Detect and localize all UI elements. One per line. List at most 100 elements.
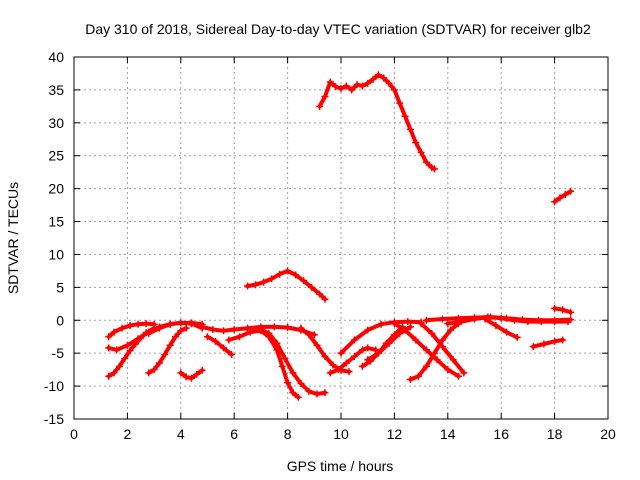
data-point bbox=[345, 368, 353, 376]
data-point bbox=[404, 318, 412, 326]
data-point bbox=[281, 354, 289, 362]
series-trace bbox=[205, 334, 234, 357]
data-point bbox=[182, 324, 190, 332]
x-tick-label: 14 bbox=[440, 426, 456, 442]
data-point bbox=[220, 327, 228, 335]
data-point bbox=[396, 329, 404, 337]
axis-ticks: 0 2 4 6 8 10 12 14 16 18 20 -15 -10 -5 0 5 10 15 20 25 30 35 4… bbox=[44, 49, 616, 442]
y-tick-label: -10 bbox=[44, 378, 64, 394]
data-point bbox=[177, 319, 185, 327]
data-point bbox=[166, 320, 174, 328]
data-point bbox=[297, 379, 305, 387]
y-tick-label: 0 bbox=[56, 312, 64, 328]
data-point bbox=[449, 356, 457, 364]
data-point bbox=[260, 278, 268, 286]
data-point bbox=[308, 283, 316, 291]
grid bbox=[74, 57, 608, 419]
data-point bbox=[332, 83, 340, 91]
data-point bbox=[316, 290, 324, 298]
data-point bbox=[289, 389, 297, 397]
data-point bbox=[364, 79, 372, 87]
data-point bbox=[417, 320, 425, 328]
data-point bbox=[567, 187, 575, 195]
data-point bbox=[406, 125, 414, 133]
data-point bbox=[561, 191, 569, 199]
data-point bbox=[503, 314, 511, 322]
data-point bbox=[121, 354, 129, 362]
series-trace bbox=[483, 317, 520, 340]
data-point bbox=[321, 92, 329, 100]
data-point bbox=[401, 112, 409, 120]
data-point bbox=[334, 366, 342, 374]
series-trace bbox=[226, 328, 301, 400]
x-tick-label: 6 bbox=[230, 426, 238, 442]
data-point bbox=[115, 362, 123, 370]
series-track-12 bbox=[225, 327, 302, 401]
data-point bbox=[284, 267, 292, 275]
data-point bbox=[228, 350, 236, 358]
data-point bbox=[321, 352, 329, 360]
data-point bbox=[123, 341, 131, 349]
data-point bbox=[236, 333, 244, 341]
data-point bbox=[422, 158, 430, 166]
series-track-20 bbox=[390, 320, 462, 380]
x-tick-label: 20 bbox=[600, 426, 616, 442]
data-series bbox=[105, 71, 575, 401]
x-tick-label: 0 bbox=[70, 426, 78, 442]
data-point bbox=[284, 324, 292, 332]
data-point bbox=[329, 361, 337, 369]
data-point bbox=[337, 85, 345, 93]
data-point bbox=[377, 320, 385, 328]
data-point bbox=[454, 372, 462, 380]
data-point bbox=[513, 333, 521, 341]
y-tick-label: 20 bbox=[48, 181, 64, 197]
data-point bbox=[326, 78, 334, 86]
y-tick-label: 5 bbox=[56, 279, 64, 295]
data-point bbox=[364, 344, 372, 352]
data-point bbox=[313, 341, 321, 349]
data-point bbox=[529, 343, 537, 351]
data-point bbox=[321, 389, 329, 397]
data-point bbox=[155, 324, 163, 332]
data-point bbox=[396, 99, 404, 107]
data-point bbox=[142, 320, 150, 328]
series-trace bbox=[552, 189, 573, 204]
data-point bbox=[438, 315, 446, 323]
data-point bbox=[406, 376, 414, 384]
data-point bbox=[105, 333, 113, 341]
data-point bbox=[556, 194, 564, 202]
data-point bbox=[289, 369, 297, 377]
data-point bbox=[212, 337, 220, 345]
data-point bbox=[150, 366, 158, 374]
data-point bbox=[503, 328, 511, 336]
y-tick-label: 15 bbox=[48, 214, 64, 230]
data-point bbox=[244, 282, 252, 290]
data-point bbox=[126, 322, 134, 330]
data-point bbox=[559, 336, 567, 344]
data-point bbox=[198, 366, 206, 374]
data-point bbox=[446, 326, 454, 334]
data-point bbox=[350, 352, 358, 360]
data-point bbox=[292, 271, 300, 279]
data-point bbox=[412, 336, 420, 344]
data-point bbox=[110, 369, 118, 377]
data-point bbox=[374, 71, 382, 79]
series-trace bbox=[146, 326, 189, 375]
series-track-25 bbox=[529, 336, 567, 351]
series-track-11 bbox=[204, 333, 236, 358]
data-point bbox=[559, 306, 567, 314]
data-point bbox=[364, 356, 372, 364]
x-tick-label: 8 bbox=[284, 426, 292, 442]
data-point bbox=[273, 339, 281, 347]
data-point bbox=[155, 359, 163, 367]
data-point bbox=[257, 325, 265, 333]
series-track-8 bbox=[177, 366, 206, 382]
data-point bbox=[385, 79, 393, 87]
data-point bbox=[438, 343, 446, 351]
data-point bbox=[519, 316, 527, 324]
data-point bbox=[321, 295, 329, 303]
data-point bbox=[118, 324, 126, 332]
data-point bbox=[300, 277, 308, 285]
data-point bbox=[270, 323, 278, 331]
series-track-1 bbox=[316, 71, 438, 173]
